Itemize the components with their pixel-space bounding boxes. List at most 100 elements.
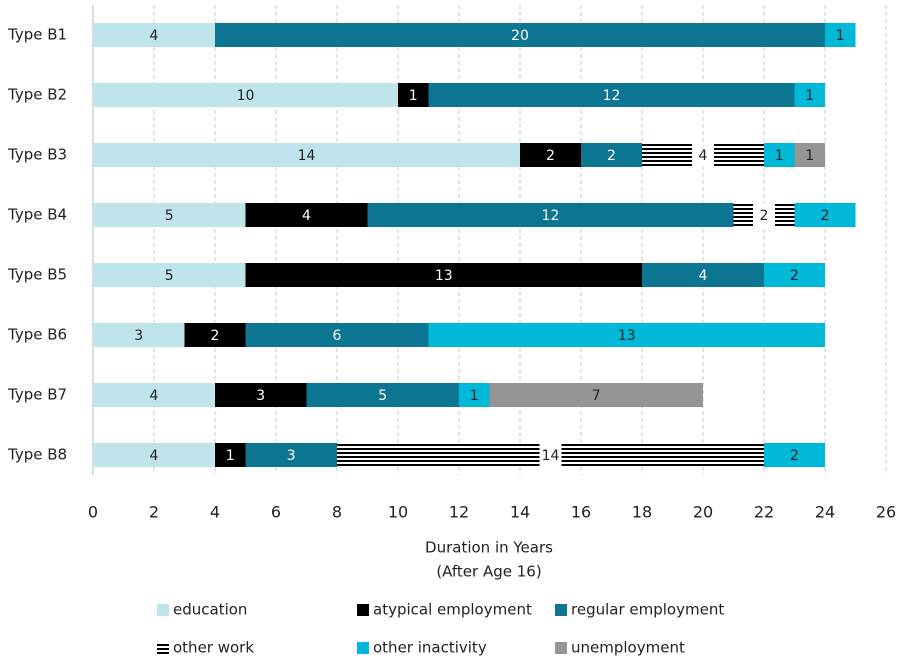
data-label: 4 <box>150 448 159 464</box>
bar-segment <box>184 323 246 347</box>
bar-segment <box>245 263 642 287</box>
bar-segment <box>245 323 429 347</box>
y-tick-label: Type B6 <box>7 326 67 344</box>
legend-label: other work <box>173 639 254 657</box>
data-label: 20 <box>511 28 529 44</box>
x-tick-label: 8 <box>332 503 342 522</box>
data-label: 1 <box>470 388 479 404</box>
data-label: 2 <box>607 148 616 164</box>
x-tick-label: 2 <box>149 503 159 522</box>
bar-segment <box>215 23 825 47</box>
data-label: 4 <box>150 28 159 44</box>
x-tick-label: 4 <box>210 503 220 522</box>
bar-segment <box>215 383 307 407</box>
data-label: 14 <box>542 448 560 464</box>
x-axis-title: Duration in Years <box>425 539 553 557</box>
legend-swatch <box>357 604 369 616</box>
bar-segment <box>764 443 825 467</box>
x-tick-label: 6 <box>271 503 281 522</box>
legend-swatch <box>357 642 369 654</box>
label-bg <box>539 443 562 467</box>
bar-segment <box>93 323 185 347</box>
data-label: 13 <box>618 328 636 344</box>
data-label: 3 <box>287 448 296 464</box>
x-tick-label: 20 <box>693 503 713 522</box>
legend-swatch <box>555 604 567 616</box>
legend-label: atypical employment <box>373 601 532 619</box>
bar-segment <box>520 143 581 167</box>
legend-label: other inactivity <box>373 639 487 657</box>
data-label: 2 <box>760 208 769 224</box>
data-label: 7 <box>592 388 601 404</box>
bar-segment <box>215 443 246 467</box>
x-tick-label: 26 <box>876 503 896 522</box>
bar-segment <box>93 383 215 407</box>
data-label: 5 <box>165 208 174 224</box>
data-label: 2 <box>546 148 555 164</box>
data-label: 14 <box>298 148 316 164</box>
x-tick-label: 14 <box>510 503 530 522</box>
bar-segment <box>764 263 825 287</box>
data-label: 10 <box>237 88 255 104</box>
data-label: 2 <box>790 268 799 284</box>
legend-swatch <box>555 642 567 654</box>
legend-label: education <box>173 601 247 619</box>
data-label: 2 <box>790 448 799 464</box>
bar-segment <box>428 323 825 347</box>
data-label: 12 <box>603 88 621 104</box>
data-label: 13 <box>435 268 453 284</box>
bar-segment <box>794 203 856 227</box>
label-bg <box>692 143 714 167</box>
x-tick-label: 24 <box>815 503 835 522</box>
x-tick-label: 18 <box>632 503 652 522</box>
data-label: 4 <box>699 268 708 284</box>
bar-segment <box>428 83 795 107</box>
legend-swatch <box>157 642 169 654</box>
data-label: 1 <box>805 148 814 164</box>
legend-swatch <box>157 604 169 616</box>
y-tick-label: Type B8 <box>7 446 67 464</box>
bar-segment <box>794 143 825 167</box>
data-label: 1 <box>775 148 784 164</box>
data-label: 1 <box>805 88 814 104</box>
legend-label: unemployment <box>571 639 685 657</box>
data-label: 12 <box>542 208 560 224</box>
bar-segment <box>306 383 459 407</box>
bar-segment <box>825 23 856 47</box>
bar-segment <box>794 83 825 107</box>
y-tick-label: Type B5 <box>7 266 67 284</box>
bar-segment <box>489 383 703 407</box>
bar-segment <box>581 143 642 167</box>
bar-segment <box>93 203 246 227</box>
bar-segment <box>93 23 215 47</box>
x-tick-label: 10 <box>388 503 408 522</box>
bar-segment <box>93 83 398 107</box>
bar-segment <box>245 443 337 467</box>
bar-segment <box>93 443 215 467</box>
data-label: 3 <box>134 328 143 344</box>
x-tick-label: 12 <box>449 503 469 522</box>
bar-segment <box>245 203 368 227</box>
legend-label: regular employment <box>571 601 724 619</box>
data-label: 4 <box>150 388 159 404</box>
y-tick-label: Type B4 <box>7 206 67 224</box>
x-tick-label: 0 <box>88 503 98 522</box>
x-axis-title: (After Age 16) <box>436 563 541 581</box>
y-tick-label: Type B2 <box>7 86 67 104</box>
data-label: 4 <box>302 208 311 224</box>
bar-segment <box>93 263 246 287</box>
data-label: 1 <box>226 448 235 464</box>
bar-segment <box>367 203 734 227</box>
data-label: 6 <box>333 328 342 344</box>
bar-segment <box>459 383 490 407</box>
y-tick-label: Type B3 <box>7 146 67 164</box>
x-tick-label: 22 <box>754 503 774 522</box>
bar-segment <box>398 83 429 107</box>
data-label: 1 <box>836 28 845 44</box>
data-label: 4 <box>699 148 708 164</box>
bar-segment <box>642 263 764 287</box>
bar-segment <box>764 143 795 167</box>
y-tick-label: Type B7 <box>7 386 67 404</box>
data-label: 3 <box>256 388 265 404</box>
